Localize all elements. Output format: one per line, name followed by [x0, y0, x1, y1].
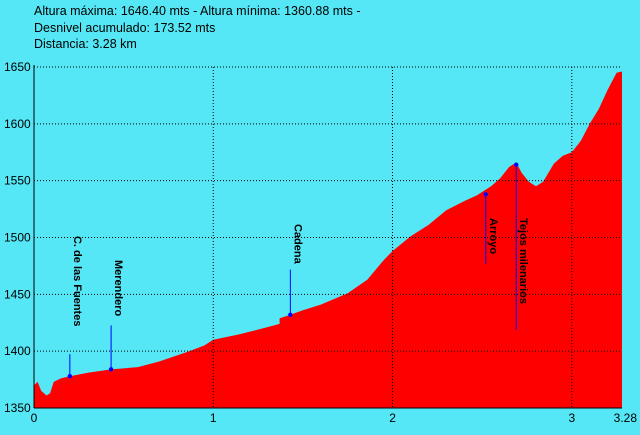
distance: Distancia: 3.28 km — [34, 37, 137, 51]
waypoint-label: Cadena — [291, 224, 303, 265]
waypoint-marker — [67, 373, 73, 379]
altitude-summary: Altura máxima: 1646.40 mts - Altura míni… — [34, 4, 361, 18]
waypoint-label: Tejos milenarios — [517, 218, 529, 304]
waypoint-marker — [108, 367, 114, 372]
y-tick-label: 1400 — [4, 344, 31, 358]
x-tick-label: 1 — [210, 411, 217, 425]
waypoint-marker — [288, 312, 293, 317]
chart-header: Altura máxima: 1646.40 mts - Altura míni… — [34, 3, 361, 53]
y-tick-label: 1600 — [4, 117, 31, 131]
waypoint-label: Merendero — [112, 260, 124, 317]
waypoint-label: C. de las Fuentes — [71, 236, 83, 326]
y-tick-label: 1650 — [4, 60, 31, 74]
y-tick-label: 1550 — [4, 174, 31, 188]
waypoint-marker — [483, 192, 488, 197]
x-tick-label: 3.28 — [614, 411, 638, 425]
cumulative-elevation: Desnivel acumulado: 173.52 mts — [34, 20, 216, 35]
elevation-area — [34, 71, 622, 408]
y-tick-label: 1350 — [4, 401, 31, 415]
waypoint-label: Arroyo — [487, 218, 499, 254]
y-tick-label: 1500 — [4, 231, 31, 245]
x-tick-label: 3 — [568, 411, 575, 425]
x-tick-label: 0 — [31, 411, 38, 425]
waypoint-marker — [514, 162, 519, 167]
y-tick-label: 1450 — [4, 287, 31, 301]
x-tick-label: 2 — [389, 411, 396, 425]
